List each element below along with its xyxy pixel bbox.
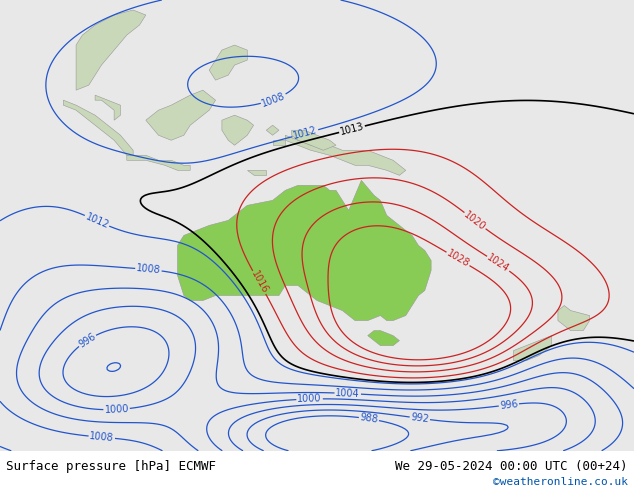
- Polygon shape: [63, 100, 133, 155]
- Text: 1012: 1012: [292, 125, 318, 141]
- Text: 996: 996: [77, 331, 98, 349]
- Polygon shape: [247, 171, 266, 175]
- Polygon shape: [95, 95, 120, 120]
- Polygon shape: [514, 336, 552, 361]
- Text: 1024: 1024: [485, 252, 512, 274]
- Text: 1012: 1012: [84, 211, 110, 230]
- Polygon shape: [146, 90, 216, 140]
- Text: 1016: 1016: [249, 270, 269, 295]
- Text: 1008: 1008: [136, 264, 161, 276]
- Text: 996: 996: [499, 399, 519, 411]
- Text: We 29-05-2024 00:00 UTC (00+24): We 29-05-2024 00:00 UTC (00+24): [395, 461, 628, 473]
- Text: Surface pressure [hPa] ECMWF: Surface pressure [hPa] ECMWF: [6, 461, 216, 473]
- Text: 1000: 1000: [297, 393, 322, 404]
- Polygon shape: [285, 135, 406, 175]
- Text: 1008: 1008: [261, 91, 287, 108]
- Polygon shape: [266, 125, 279, 135]
- Text: 992: 992: [410, 412, 430, 424]
- Polygon shape: [127, 155, 190, 171]
- Polygon shape: [368, 331, 399, 345]
- Text: ©weatheronline.co.uk: ©weatheronline.co.uk: [493, 477, 628, 487]
- Text: 1008: 1008: [89, 431, 114, 443]
- Polygon shape: [209, 45, 247, 80]
- Polygon shape: [558, 306, 590, 331]
- Text: 1013: 1013: [339, 122, 365, 137]
- Text: 1020: 1020: [462, 209, 488, 232]
- Text: 1028: 1028: [445, 248, 471, 270]
- Polygon shape: [222, 115, 254, 145]
- Text: 1000: 1000: [104, 404, 129, 415]
- Polygon shape: [76, 10, 146, 90]
- Text: 1004: 1004: [335, 388, 360, 399]
- Text: 988: 988: [359, 413, 378, 425]
- Polygon shape: [273, 140, 285, 145]
- Polygon shape: [178, 180, 431, 320]
- Polygon shape: [292, 130, 336, 150]
